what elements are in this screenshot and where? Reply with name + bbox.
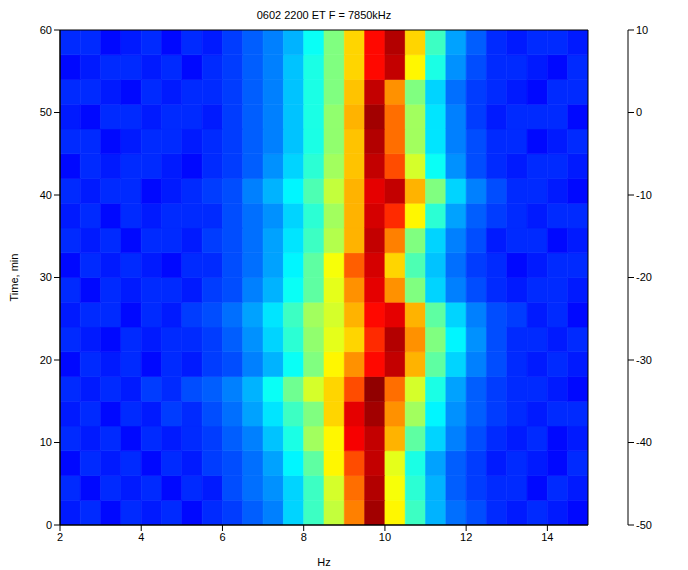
svg-text:0: 0 xyxy=(636,106,642,118)
svg-text:8: 8 xyxy=(301,531,307,543)
svg-text:10: 10 xyxy=(636,24,648,36)
svg-text:Time, min: Time, min xyxy=(8,254,20,302)
svg-text:-20: -20 xyxy=(636,271,652,283)
svg-text:-40: -40 xyxy=(636,436,652,448)
svg-text:4: 4 xyxy=(138,531,144,543)
svg-text:30: 30 xyxy=(40,271,52,283)
svg-text:20: 20 xyxy=(40,354,52,366)
svg-text:6: 6 xyxy=(219,531,225,543)
svg-text:10: 10 xyxy=(379,531,391,543)
svg-text:-30: -30 xyxy=(636,354,652,366)
svg-text:0: 0 xyxy=(46,519,52,531)
svg-text:40: 40 xyxy=(40,189,52,201)
svg-text:14: 14 xyxy=(541,531,553,543)
svg-text:60: 60 xyxy=(40,24,52,36)
svg-text:50: 50 xyxy=(40,106,52,118)
svg-text:Hz: Hz xyxy=(317,556,330,568)
svg-text:10: 10 xyxy=(40,436,52,448)
svg-text:-10: -10 xyxy=(636,189,652,201)
html-text:0602 2200 ET F = 7850kHz: 0602 2200 ET F = 7850kHz xyxy=(256,9,392,21)
svg-text:-50: -50 xyxy=(636,519,652,531)
svg-text:2: 2 xyxy=(57,531,63,543)
svg-text:12: 12 xyxy=(460,531,472,543)
